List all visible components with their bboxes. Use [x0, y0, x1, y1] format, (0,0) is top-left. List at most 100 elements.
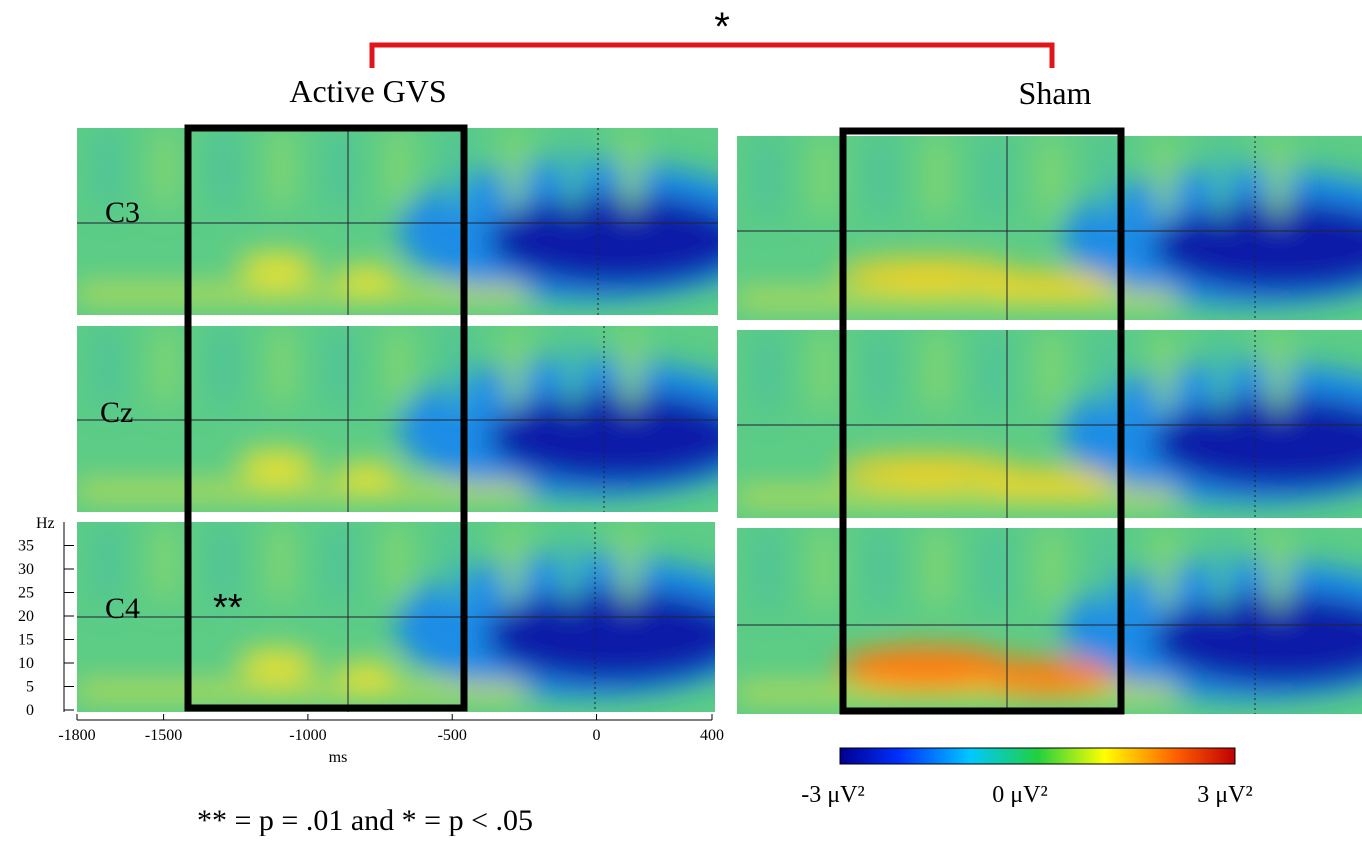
- colorbar-label: 3 μV²: [1197, 782, 1252, 808]
- blob: [870, 136, 891, 221]
- blob: [504, 128, 525, 213]
- blob: [757, 528, 777, 613]
- blob: [1152, 593, 1362, 687]
- blob: [977, 271, 1117, 296]
- heatmaps: [77, 128, 1362, 714]
- blob: [1211, 136, 1232, 221]
- blob: [271, 128, 292, 213]
- blob: [213, 128, 234, 213]
- blob: [330, 326, 351, 411]
- blob: [621, 326, 642, 411]
- blob: [563, 128, 584, 213]
- blob: [1152, 200, 1362, 293]
- blob: [155, 326, 176, 411]
- blob: [813, 330, 834, 415]
- blob: [337, 662, 397, 686]
- x-tick-label: -1800: [58, 727, 95, 744]
- blob: [155, 522, 175, 607]
- blob: [237, 648, 317, 681]
- y-tick-label: 10: [18, 655, 34, 672]
- blob: [237, 449, 317, 482]
- window-box: [839, 127, 1125, 715]
- blob: [837, 258, 1017, 290]
- blob: [1268, 136, 1289, 221]
- blob: [488, 193, 718, 287]
- blob: [77, 287, 526, 301]
- heatmap: [77, 522, 715, 712]
- blob: [271, 326, 292, 411]
- blob: [387, 522, 407, 607]
- y-tick-label: 0: [26, 702, 34, 719]
- x-tick-label: -500: [438, 727, 467, 744]
- blob: [837, 645, 1017, 690]
- blob: [1041, 330, 1062, 415]
- blob: [337, 265, 397, 290]
- blob: [1097, 330, 1118, 415]
- blob: [737, 490, 1175, 504]
- blob: [329, 522, 349, 607]
- heatmap-blobs: [737, 136, 1362, 308]
- heatmap-blobs: [77, 326, 718, 499]
- blob: [621, 128, 642, 213]
- blob: [561, 522, 581, 607]
- blob: [1268, 330, 1289, 415]
- significance-label: **: [213, 587, 243, 629]
- colorbar: [839, 747, 1236, 765]
- blob: [213, 522, 233, 607]
- blob: [984, 528, 1005, 613]
- x-axis-label: ms: [329, 749, 348, 766]
- channel-label: Cz: [100, 396, 133, 429]
- blob: [337, 462, 397, 487]
- blob: [757, 330, 777, 415]
- heatmap: [737, 330, 1362, 518]
- heatmap-blobs: [737, 330, 1362, 505]
- blob: [1152, 395, 1362, 490]
- blob: [213, 326, 234, 411]
- blob: [984, 330, 1005, 415]
- condition-title: Active GVS: [289, 73, 446, 109]
- blob: [388, 326, 409, 411]
- blob: [1268, 528, 1289, 613]
- heatmap: [77, 326, 718, 512]
- axes: -1800 -1500 -1000 -500 0 400 0 5 10 15 20 25 30 35: [18, 538, 724, 745]
- colorbar-label: 0 μV²: [992, 782, 1047, 808]
- x-tick-label: -1000: [289, 727, 326, 744]
- blob: [237, 252, 317, 285]
- y-tick-label: 30: [18, 561, 34, 578]
- blob: [619, 522, 639, 607]
- blob: [1154, 330, 1175, 415]
- blob: [1097, 136, 1118, 221]
- blob: [1097, 528, 1118, 613]
- significance-bracket: [369, 42, 1055, 68]
- channel-label: C3: [105, 196, 140, 229]
- blob: [388, 128, 409, 213]
- x-tick-label: 400: [700, 727, 724, 744]
- colorbar-label: -3 μV²: [801, 782, 864, 808]
- blob: [927, 330, 948, 415]
- y-tick-label: 15: [18, 632, 34, 649]
- blob: [330, 128, 351, 213]
- blob: [77, 684, 524, 698]
- heatmap: [77, 128, 718, 315]
- blob: [488, 391, 718, 485]
- blob: [737, 292, 1175, 306]
- blob: [485, 588, 715, 684]
- heatmap-blobs: [77, 128, 718, 302]
- blob: [984, 136, 1005, 221]
- y-tick-label: 20: [18, 608, 34, 625]
- blob: [870, 528, 891, 613]
- blob: [504, 326, 525, 411]
- y-axis-label: Hz: [36, 515, 55, 532]
- blob: [97, 128, 117, 213]
- blob: [977, 658, 1117, 695]
- y-tick-label: 5: [26, 679, 34, 696]
- y-tick-label: 25: [18, 585, 34, 602]
- blob: [1211, 330, 1232, 415]
- blob: [927, 136, 948, 221]
- blob: [271, 522, 291, 607]
- footnote: ** = p = .01 and * = p < .05: [197, 804, 533, 836]
- y-tick-label: 35: [18, 538, 34, 555]
- blob: [870, 330, 891, 415]
- blob: [445, 522, 465, 607]
- blob: [1211, 528, 1232, 613]
